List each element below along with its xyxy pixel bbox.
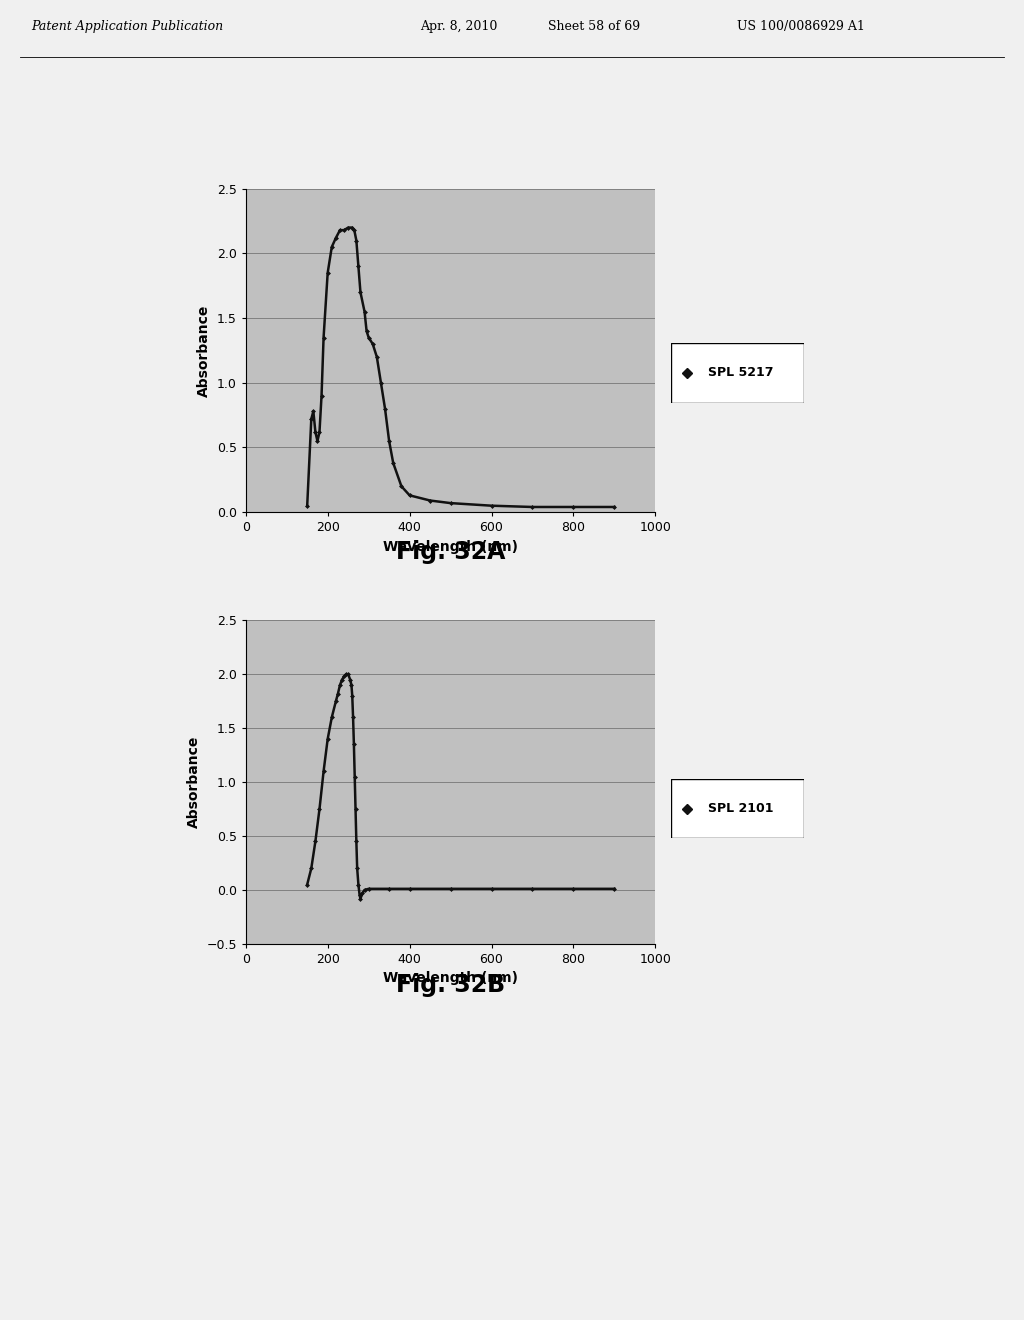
Text: SPL 2101: SPL 2101	[708, 803, 773, 814]
Text: Patent Application Publication: Patent Application Publication	[31, 20, 223, 33]
Y-axis label: Absorbance: Absorbance	[198, 305, 211, 396]
Y-axis label: Absorbance: Absorbance	[186, 737, 201, 828]
Text: SPL 5217: SPL 5217	[708, 367, 773, 379]
FancyBboxPatch shape	[671, 343, 804, 403]
Text: Apr. 8, 2010: Apr. 8, 2010	[420, 20, 498, 33]
X-axis label: Wavelength (nm): Wavelength (nm)	[383, 540, 518, 554]
FancyBboxPatch shape	[671, 779, 804, 838]
Text: Fig. 32A: Fig. 32A	[396, 540, 505, 564]
Text: US 100/0086929 A1: US 100/0086929 A1	[737, 20, 865, 33]
X-axis label: Wavelength (nm): Wavelength (nm)	[383, 972, 518, 986]
Text: Sheet 58 of 69: Sheet 58 of 69	[548, 20, 640, 33]
Text: Fig. 32B: Fig. 32B	[396, 973, 505, 997]
